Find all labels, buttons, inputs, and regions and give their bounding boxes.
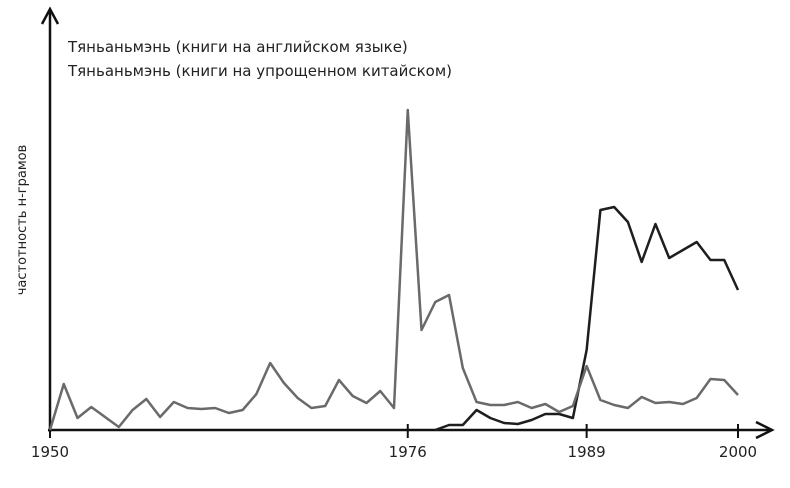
x-tick-label: 1976 xyxy=(389,443,427,461)
series-line xyxy=(48,108,739,431)
series-line xyxy=(434,205,740,432)
x-tick-label: 2000 xyxy=(719,443,757,461)
y-axis-arrow xyxy=(40,6,60,25)
y-axis-label: частотность н-грамов xyxy=(15,145,30,296)
x-tick-label: 1989 xyxy=(568,443,606,461)
legend-entry: Тяньаньмэнь (книги на упрощенном китайск… xyxy=(67,62,452,80)
x-axis-arrow xyxy=(755,420,775,440)
x-tick-label: 1950 xyxy=(31,443,69,461)
legend-entry: Тяньаньмэнь (книги на английском языке) xyxy=(67,38,408,56)
